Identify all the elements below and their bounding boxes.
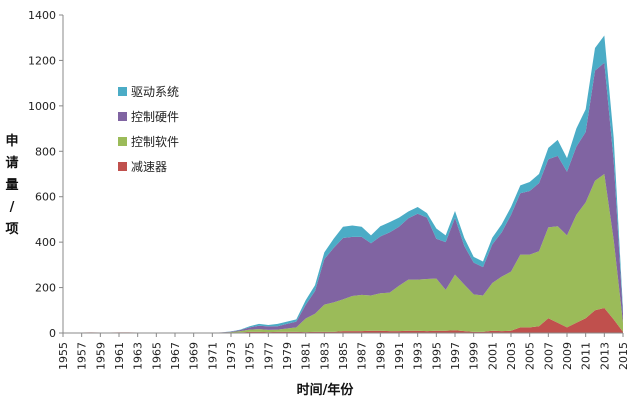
x-tick-label: 1963: [132, 342, 145, 370]
y-tick-label: 0: [49, 327, 56, 340]
x-tick-label: 2015: [617, 342, 630, 370]
y-tick-label: 200: [35, 282, 56, 295]
legend-swatch: [118, 137, 127, 146]
area-series-0: [63, 308, 623, 333]
x-tick-label: 2011: [580, 342, 593, 370]
x-tick-label: 1989: [374, 342, 387, 370]
x-tick-label: 1965: [150, 342, 163, 370]
y-axis-title-char: 申: [5, 133, 18, 149]
x-tick-label: 2005: [524, 342, 537, 370]
x-tick-label: 1975: [244, 342, 257, 370]
legend-swatch: [118, 87, 127, 96]
x-tick-label: 1983: [318, 342, 331, 370]
y-tick-label: 1000: [28, 100, 56, 113]
x-tick-label: 2001: [486, 342, 499, 370]
x-tick-label: 1991: [393, 342, 406, 370]
x-tick-label: 2009: [561, 342, 574, 370]
y-tick-label: 1200: [28, 54, 56, 67]
area-series-1: [63, 174, 623, 333]
y-tick-label: 600: [35, 191, 56, 204]
x-tick-label: 1999: [468, 342, 481, 370]
y-tick-label: 400: [35, 236, 56, 249]
legend-swatch: [118, 112, 127, 121]
x-tick-label: 1967: [169, 342, 182, 370]
x-tick-label: 1985: [337, 342, 350, 370]
x-tick-label: 1997: [449, 342, 462, 370]
x-tick-label: 1987: [356, 342, 369, 370]
x-axis-title: 时间/年份: [297, 382, 355, 398]
legend-swatch: [118, 162, 127, 171]
x-tick-label: 1971: [206, 342, 219, 370]
x-tick-label: 1961: [113, 342, 126, 370]
y-axis-title-char: 量: [5, 178, 18, 193]
x-tick-label: 1959: [94, 342, 107, 370]
y-axis-title-char: 项: [5, 222, 18, 237]
legend-label: 减速器: [131, 160, 167, 174]
x-tick-label: 1969: [188, 342, 201, 370]
legend-label: 驱动系统: [131, 85, 179, 99]
x-tick-label: 1981: [300, 342, 313, 370]
y-tick-labels: 0 200 400 600 800 1000 1200 1400: [28, 9, 63, 340]
area-series-2: [63, 62, 623, 333]
legend-label: 控制硬件: [131, 110, 179, 124]
y-axis-title-char: 请: [5, 155, 18, 171]
x-tick-label: 1957: [76, 342, 89, 370]
x-tick-label: 2003: [505, 342, 518, 370]
area-series-group: [63, 35, 623, 333]
x-tick-label: 1979: [281, 342, 294, 370]
y-tick-label: 800: [35, 145, 56, 158]
x-tick-label: 1977: [262, 342, 275, 370]
y-axis-title: 申请量 / 项: [5, 133, 18, 237]
x-tick-label: 2013: [598, 342, 611, 370]
x-tick-label: 1955: [57, 342, 70, 370]
x-tick-label: 1995: [430, 342, 443, 370]
x-tick-label: 1973: [225, 342, 238, 370]
y-axis-title-char: /: [10, 200, 15, 215]
x-tick-label: 2007: [542, 342, 555, 370]
legend-label: 控制软件: [131, 135, 179, 149]
y-tick-label: 1400: [28, 9, 56, 22]
x-tick-label: 1993: [412, 342, 425, 370]
x-tick-labels: 1955 1957 1959 1961 1963 1965 1967 1969 1971 1973…: [57, 333, 630, 370]
